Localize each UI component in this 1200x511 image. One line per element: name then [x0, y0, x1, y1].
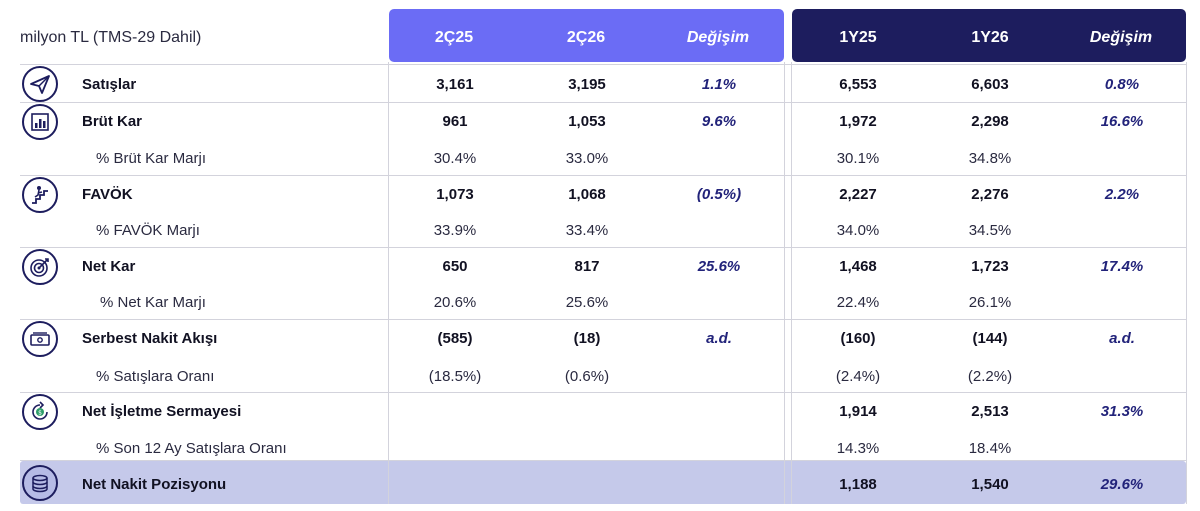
header-1y26: 1Y26: [971, 29, 1009, 46]
cell-net-2q25: 650: [442, 258, 468, 275]
cell-ebitda-1y25: 2,227: [839, 186, 877, 203]
header-2q25: 2Ç25: [434, 29, 474, 46]
cell-gross-margin-2q26: 33.0%: [565, 150, 609, 167]
cell-gross-1y25: 1,972: [839, 113, 877, 130]
row-label-ebitda: FAVÖK: [82, 186, 133, 203]
cell-ebitda-1y26: 2,276: [971, 186, 1009, 203]
column-divider: [1186, 62, 1187, 504]
header-2q26: 2Ç26: [566, 29, 606, 46]
row-label-gross-margin: % Brüt Kar Marjı: [96, 150, 207, 167]
cell-ebitda-2q26: 1,068: [568, 186, 606, 203]
row-divider: [20, 319, 1186, 320]
cell-nwc-ratio-1y25: 14.3%: [836, 440, 880, 457]
svg-text:$: $: [38, 410, 42, 417]
header-year-change: Değişim: [1089, 29, 1153, 46]
column-divider: [388, 62, 389, 504]
cell-net-margin-2q25: 20.6%: [433, 294, 477, 311]
cell-fcf-ratio-1y25: (2.4%): [835, 368, 881, 385]
row-label-gross-profit: Brüt Kar: [82, 113, 143, 130]
cell-sales-2q25: 3,161: [436, 76, 474, 93]
row-divider: [20, 175, 1186, 176]
header-quarter-change: Değişim: [686, 29, 750, 46]
paper-plane-icon: [22, 66, 58, 102]
coin-cycle-icon: $: [22, 394, 58, 430]
column-divider: [791, 62, 792, 504]
bar-chart-icon: [22, 104, 58, 140]
cell-nwc-ratio-1y26: 18.4%: [968, 440, 1012, 457]
cell-net-1y25: 1,468: [839, 258, 877, 275]
cell-ebitda-margin-1y26: 34.5%: [968, 222, 1012, 239]
cell-sales-2q26: 3,195: [568, 76, 606, 93]
cell-net-cash-y-change: 29.6%: [1100, 476, 1144, 493]
cell-sales-y-change: 0.8%: [1104, 76, 1140, 93]
unit-label: milyon TL (TMS-29 Dahil): [20, 29, 202, 46]
cell-net-1y26: 1,723: [971, 258, 1009, 275]
row-label-net-margin: % Net Kar Marjı: [100, 294, 206, 311]
cell-fcf-q-change: a.d.: [706, 330, 732, 347]
cell-net-margin-1y25: 22.4%: [836, 294, 880, 311]
row-divider: [20, 64, 1186, 65]
row-label-fcf-ratio: % Satışlara Oranı: [96, 368, 215, 385]
cell-net-q-change: 25.6%: [697, 258, 741, 275]
cell-gross-q-change: 9.6%: [701, 113, 737, 130]
net-cash-highlight: [20, 461, 1186, 504]
cell-sales-q-change: 1.1%: [701, 76, 737, 93]
cell-gross-margin-2q25: 30.4%: [433, 150, 477, 167]
row-divider: [20, 247, 1186, 248]
cell-fcf-y-change: a.d.: [1109, 330, 1135, 347]
cell-net-2q26: 817: [574, 258, 600, 275]
climbing-person-icon: [22, 177, 58, 213]
cell-gross-margin-1y25: 30.1%: [836, 150, 880, 167]
cell-fcf-ratio-2q25: (18.5%): [428, 368, 482, 385]
cell-ebitda-margin-2q26: 33.4%: [565, 222, 609, 239]
cell-fcf-1y26: (144): [972, 330, 1008, 347]
row-label-net-cash-position: Net Nakit Pozisyonu: [82, 476, 227, 493]
cell-ebitda-q-change: (0.5%): [696, 186, 742, 203]
coin-stack-icon: [22, 465, 58, 501]
cell-nwc-y-change: 31.3%: [1100, 403, 1144, 420]
column-divider: [784, 62, 785, 504]
quarter-header: 2Ç25 2Ç26 Değişim: [389, 9, 784, 62]
cell-ebitda-margin-1y25: 34.0%: [836, 222, 880, 239]
cell-net-cash-1y25: 1,188: [839, 476, 877, 493]
cell-gross-1y26: 2,298: [971, 113, 1009, 130]
cell-nwc-1y25: 1,914: [839, 403, 877, 420]
cell-ebitda-margin-2q25: 33.9%: [433, 222, 477, 239]
header-1y25: 1Y25: [839, 29, 877, 46]
cell-ebitda-y-change: 2.2%: [1104, 186, 1140, 203]
cell-fcf-1y25: (160): [840, 330, 876, 347]
cash-icon: [22, 321, 58, 357]
cell-fcf-ratio-1y26: (2.2%): [967, 368, 1013, 385]
cell-net-y-change: 17.4%: [1100, 258, 1144, 275]
cell-net-margin-1y26: 26.1%: [968, 294, 1012, 311]
row-label-ebitda-margin: % FAVÖK Marjı: [96, 222, 200, 239]
cell-fcf-ratio-2q26: (0.6%): [564, 368, 610, 385]
cell-gross-margin-1y26: 34.8%: [968, 150, 1012, 167]
row-divider: [20, 392, 1186, 393]
row-divider: [20, 102, 1186, 103]
cell-ebitda-2q25: 1,073: [436, 186, 474, 203]
row-divider: [20, 460, 1186, 461]
row-label-sales: Satışlar: [82, 76, 137, 93]
cell-fcf-2q25: (585): [437, 330, 473, 347]
cell-net-cash-1y26: 1,540: [971, 476, 1009, 493]
cell-sales-1y26: 6,603: [971, 76, 1009, 93]
cell-sales-1y25: 6,553: [839, 76, 877, 93]
row-label-net-profit: Net Kar: [82, 258, 136, 275]
cell-net-margin-2q26: 25.6%: [565, 294, 609, 311]
row-label-nwc-ratio: % Son 12 Ay Satışlara Oranı: [96, 440, 287, 457]
target-icon: [22, 249, 58, 285]
cell-fcf-2q26: (18): [573, 330, 601, 347]
cell-gross-2q25: 961: [442, 113, 468, 130]
year-header: 1Y25 1Y26 Değişim: [792, 9, 1186, 62]
row-label-net-working-capital: Net İşletme Sermayesi: [82, 403, 242, 420]
cell-gross-2q26: 1,053: [568, 113, 606, 130]
row-label-free-cash-flow: Serbest Nakit Akışı: [82, 330, 218, 347]
cell-nwc-1y26: 2,513: [971, 403, 1009, 420]
cell-gross-y-change: 16.6%: [1100, 113, 1144, 130]
